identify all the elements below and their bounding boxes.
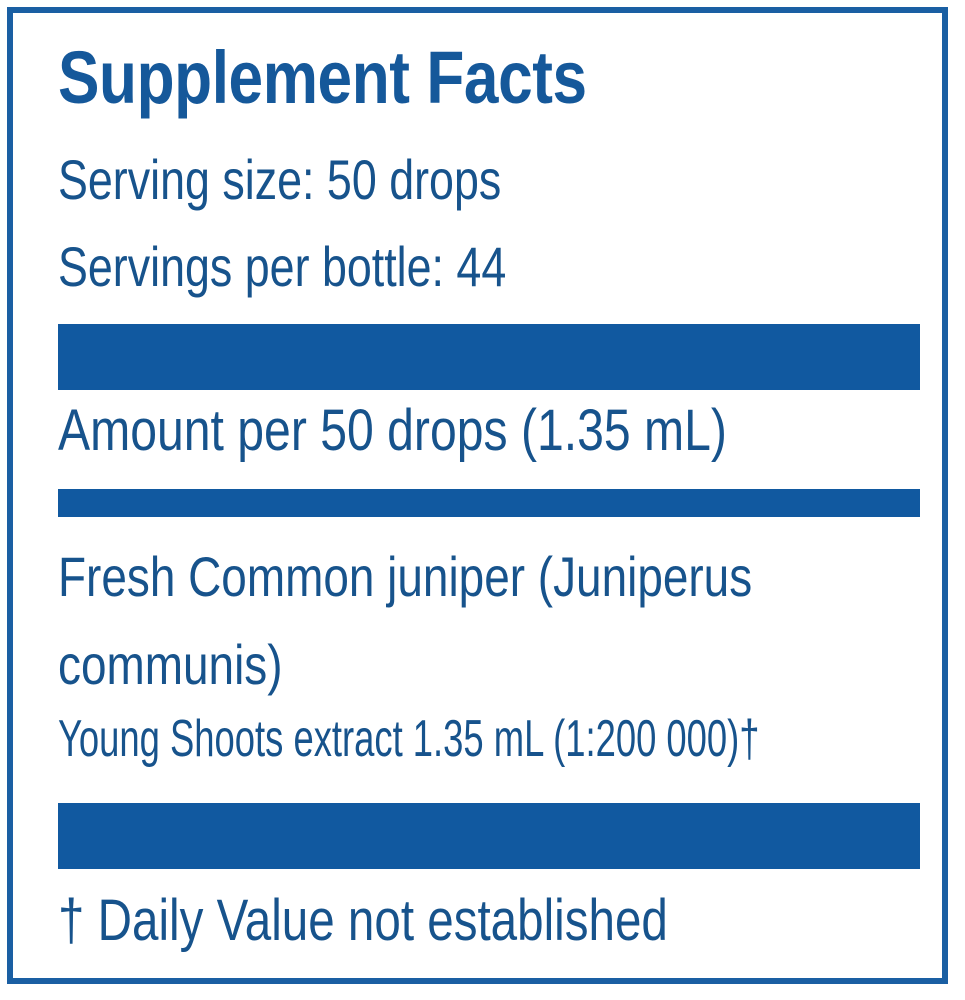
- serving-size-line: Serving size: 50 drops: [58, 148, 502, 211]
- daily-value-footnote: † Daily Value not established: [58, 888, 668, 953]
- servings-per-bottle-line: Servings per bottle: 44: [58, 235, 507, 298]
- ingredient-detail: Young Shoots extract 1.35 mL (1:200 000)…: [58, 710, 760, 768]
- supplement-facts-content: Supplement Facts Serving size: 50 drops …: [52, 13, 920, 978]
- amount-per-serving-heading: Amount per 50 drops (1.35 mL): [58, 398, 727, 463]
- page-title: Supplement Facts: [58, 36, 587, 119]
- divider-bar-thick-top: [58, 324, 920, 390]
- ingredient-name: Fresh Common juniper (Juniperus communis…: [58, 545, 753, 696]
- supplement-facts-panel: Supplement Facts Serving size: 50 drops …: [7, 7, 948, 984]
- divider-bar-thick-bottom: [58, 803, 920, 869]
- divider-bar-thin: [58, 489, 920, 517]
